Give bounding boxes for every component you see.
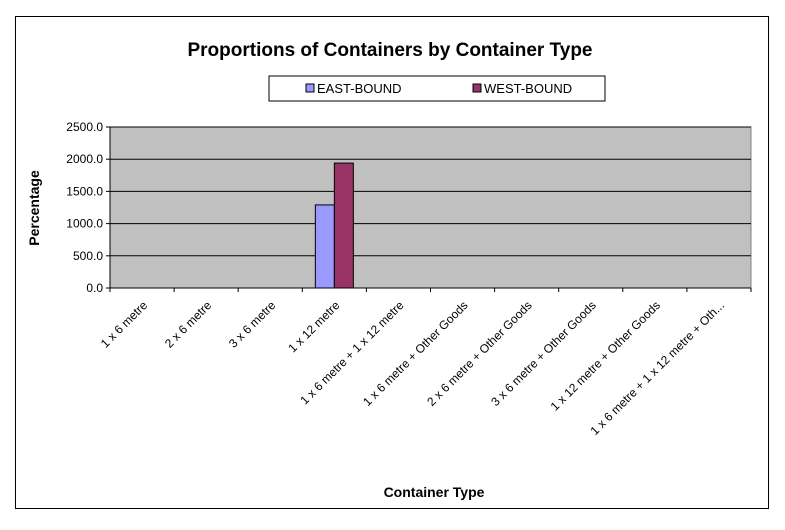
x-tick-label: 2 x 6 metre (162, 298, 215, 351)
x-tick-label: 3 x 6 metre (226, 298, 279, 351)
y-tick-labels: 0.0 500.0 1000.0 1500.0 2000.0 2500.0 (66, 120, 103, 295)
legend: EAST-BOUND WEST-BOUND (268, 75, 606, 102)
legend-box (268, 75, 606, 102)
x-tick-label: 1 x 12 metre + Other Goods (548, 298, 663, 413)
plot-area (109, 126, 752, 289)
y-tick-label: 2000.0 (66, 152, 103, 166)
y-axis-title: Percentage (26, 170, 42, 246)
gridlines (110, 126, 751, 257)
y-tick-label: 2500.0 (66, 120, 103, 134)
legend-label: WEST-BOUND (484, 81, 572, 96)
y-tick-label: 1500.0 (66, 184, 103, 198)
legend-swatch (472, 83, 482, 93)
y-tick-label: 500.0 (73, 249, 103, 263)
y-tick-label: 1000.0 (66, 217, 103, 231)
x-tick-label: 3 x 6 metre + Other Goods (488, 298, 599, 409)
x-tick-label: 1 x 12 metre (285, 298, 342, 355)
x-tick-label: 1 x 6 metre + Other Goods (360, 298, 471, 409)
x-tick-label: 1 x 6 metre (98, 298, 151, 351)
x-tick-label: 1 x 6 metre + 1 x 12 metre (297, 298, 406, 407)
axes (106, 126, 752, 292)
x-tick-label: 1 x 6 metre + 1 x 12 metre + Oth... (587, 298, 727, 438)
legend-swatch (305, 83, 315, 93)
bar-east-bound (314, 204, 335, 289)
x-axis-title: Container Type (384, 484, 485, 500)
y-tick-label: 0.0 (86, 281, 103, 295)
bar-west-bound (333, 162, 354, 289)
x-tick-label: 2 x 6 metre + Other Goods (424, 298, 535, 409)
legend-label: EAST-BOUND (317, 81, 402, 96)
chart-title: Proportions of Containers by Container T… (187, 40, 592, 61)
x-tick-labels: 1 x 6 metre 2 x 6 metre 3 x 6 metre 1 x 12 … (98, 298, 727, 438)
